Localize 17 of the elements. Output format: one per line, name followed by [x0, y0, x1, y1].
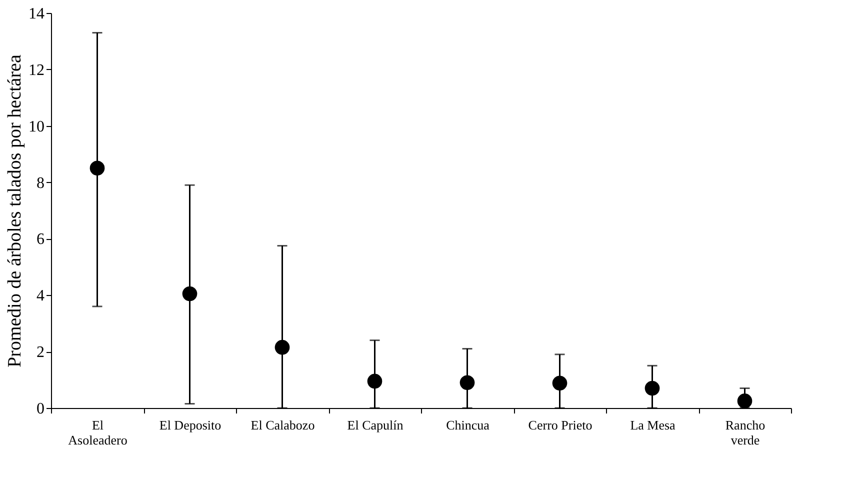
x-tick-label: El Calabozo [250, 418, 315, 432]
x-tick-label: Rancho verde [725, 418, 766, 448]
y-axis-title: Promedio de árboles talados por hectárea [4, 54, 26, 368]
y-tick-label: 8 [36, 174, 44, 192]
y-tick-label: 10 [28, 118, 44, 136]
y-tick-label: 14 [28, 6, 44, 22]
y-tick-label: 0 [36, 400, 44, 418]
x-tick-label: El Capulín [347, 418, 404, 432]
y-tick-label: 6 [36, 231, 44, 248]
y-tick-label: 2 [36, 344, 44, 362]
x-tick-label: Chincua [446, 418, 490, 432]
x-tick-label: El Deposito [159, 418, 222, 432]
x-tick-label: El Asoleadero [68, 418, 128, 448]
y-tick-label: 4 [36, 288, 44, 305]
y-tick-label: 12 [28, 62, 44, 79]
x-tick-label: La Mesa [630, 418, 676, 432]
x-tick-label: Cerro Prieto [528, 418, 592, 432]
